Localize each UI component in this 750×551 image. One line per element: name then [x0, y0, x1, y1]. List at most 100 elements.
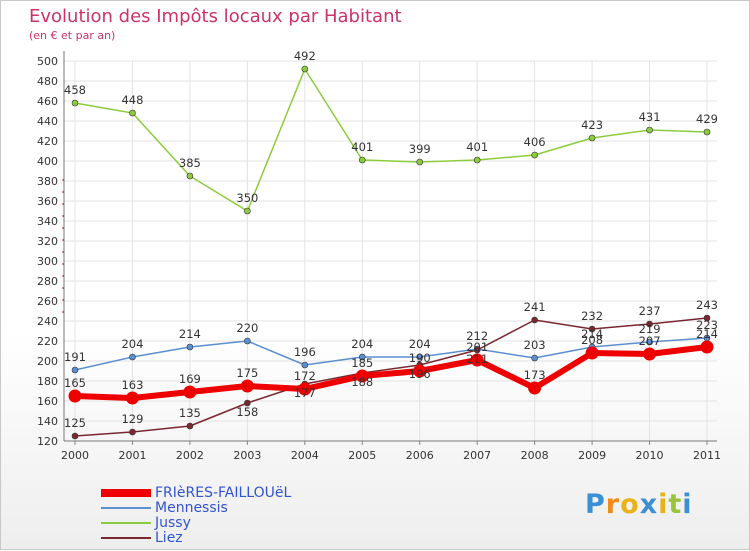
data-point-fri-res-faillou-l [183, 385, 197, 399]
data-label-fri-res-faillou-l: 169 [179, 372, 201, 386]
data-label-liez: 135 [179, 406, 201, 420]
x-tick-label: 2009 [578, 449, 606, 462]
data-point-mennessis [646, 338, 653, 346]
data-point-jussy [588, 134, 596, 142]
x-tick-label: 2003 [233, 449, 261, 462]
data-point-liez [244, 399, 251, 407]
data-label-mennessis: 214 [179, 327, 201, 341]
data-label-liez: 158 [236, 405, 258, 419]
y-tick-label: 500 [37, 55, 58, 68]
data-label-liez: 243 [696, 298, 718, 312]
data-point-fri-res-faillou-l [125, 391, 139, 405]
data-point-fri-res-faillou-l [470, 353, 484, 367]
data-label-liez: 188 [351, 375, 373, 389]
y-tick-label: 360 [37, 195, 58, 208]
y-tick-label: 400 [37, 155, 58, 168]
data-label-fri-res-faillou-l: 201 [466, 340, 488, 354]
x-tick-label: 2011 [693, 449, 721, 462]
chart-subtitle: (en € et par an) [29, 29, 116, 42]
logo-letter: o [620, 489, 640, 520]
data-label-jussy: 423 [581, 118, 603, 132]
data-label-fri-res-faillou-l: 165 [64, 376, 86, 390]
data-point-jussy [646, 126, 653, 134]
series-line-fri-res-faillou-l [74, 344, 708, 401]
data-label-jussy: 431 [639, 110, 661, 124]
data-label-jussy: 429 [696, 112, 718, 126]
data-point-liez [646, 320, 653, 328]
x-tick-label: 2008 [521, 449, 549, 462]
legend-label: Mennessis [155, 500, 228, 516]
data-point-jussy [473, 156, 481, 164]
data-point-mennessis [129, 353, 136, 361]
data-label-mennessis: 196 [294, 345, 316, 359]
data-label-mennessis: 204 [351, 337, 373, 351]
y-tick-label: 280 [37, 275, 58, 288]
data-label-jussy: 401 [466, 140, 488, 154]
data-point-mennessis [416, 353, 424, 361]
data-point-fri-res-faillou-l [68, 389, 82, 403]
series-line-mennessis [74, 337, 708, 371]
data-label-liez: 129 [121, 412, 143, 426]
y-tick-label: 160 [37, 395, 58, 408]
data-point-liez [129, 428, 136, 436]
legend-item-liez: Liez [101, 531, 183, 545]
data-point-fri-res-faillou-l [240, 379, 254, 393]
data-point-liez [531, 316, 538, 324]
data-point-mennessis [186, 343, 194, 351]
data-label-fri-res-faillou-l: 173 [524, 368, 546, 382]
y-tick-label: 460 [37, 95, 58, 108]
chart-title: Evolution des Impôts locaux par Habitant [29, 6, 402, 27]
data-label-fri-res-faillou-l: 207 [639, 334, 661, 348]
legend-label: Jussy [155, 515, 191, 531]
y-tick-label: 340 [37, 215, 58, 228]
data-point-mennessis [358, 353, 366, 361]
data-label-mennessis: 212 [466, 329, 488, 343]
data-point-liez [588, 325, 596, 333]
logo-letter: t [668, 489, 683, 520]
series-line-jussy [74, 68, 708, 212]
y-tick-label: 180 [37, 375, 58, 388]
data-label-mennessis: 204 [409, 337, 431, 351]
y-tick-label: 220 [37, 335, 58, 348]
data-label-mennessis: 191 [64, 350, 86, 364]
y-tick-label: 440 [37, 115, 58, 128]
data-point-mennessis [71, 366, 79, 374]
y-tick-label: 200 [37, 355, 58, 368]
logo-letter: r [605, 489, 621, 520]
legend-item-jussy: Jussy [101, 516, 191, 530]
data-point-fri-res-faillou-l [528, 381, 542, 395]
x-tick-label: 2001 [118, 449, 146, 462]
series-line-liez [74, 317, 708, 437]
data-label-jussy: 458 [64, 83, 86, 97]
data-label-fri-res-faillou-l: 190 [409, 351, 431, 365]
y-tick-label: 380 [37, 175, 58, 188]
logo-letter: i [682, 489, 693, 520]
x-tick-label: 2005 [348, 449, 376, 462]
data-point-fri-res-faillou-l [355, 369, 369, 383]
data-point-liez [703, 314, 711, 322]
data-label-mennessis: 220 [236, 321, 258, 335]
data-point-mennessis [244, 337, 251, 345]
data-label-fri-res-faillou-l: 185 [351, 356, 373, 370]
x-tick-label: 2010 [636, 449, 664, 462]
y-tick-label: 260 [37, 295, 58, 308]
data-label-liez: 196 [409, 367, 431, 381]
data-point-liez [473, 346, 481, 354]
legend-label: FRIèRES-FAILLOUëL [155, 485, 292, 501]
data-label-jussy: 385 [179, 156, 201, 170]
data-point-jussy [416, 158, 424, 166]
y-tick-label: 240 [37, 315, 58, 328]
y-tick-label: 140 [37, 415, 58, 428]
data-label-mennessis: 223 [696, 318, 718, 332]
data-label-fri-res-faillou-l: 163 [121, 378, 143, 392]
data-label-jussy: 406 [524, 135, 546, 149]
data-label-mennessis: 214 [581, 327, 603, 341]
logo-letter: i [658, 489, 669, 520]
legend-item-mennessis: Mennessis [101, 501, 228, 515]
data-point-mennessis [531, 354, 538, 362]
data-point-liez [71, 432, 79, 440]
data-point-jussy [531, 151, 538, 159]
data-point-fri-res-faillou-l [298, 382, 312, 396]
data-point-jussy [301, 65, 309, 73]
